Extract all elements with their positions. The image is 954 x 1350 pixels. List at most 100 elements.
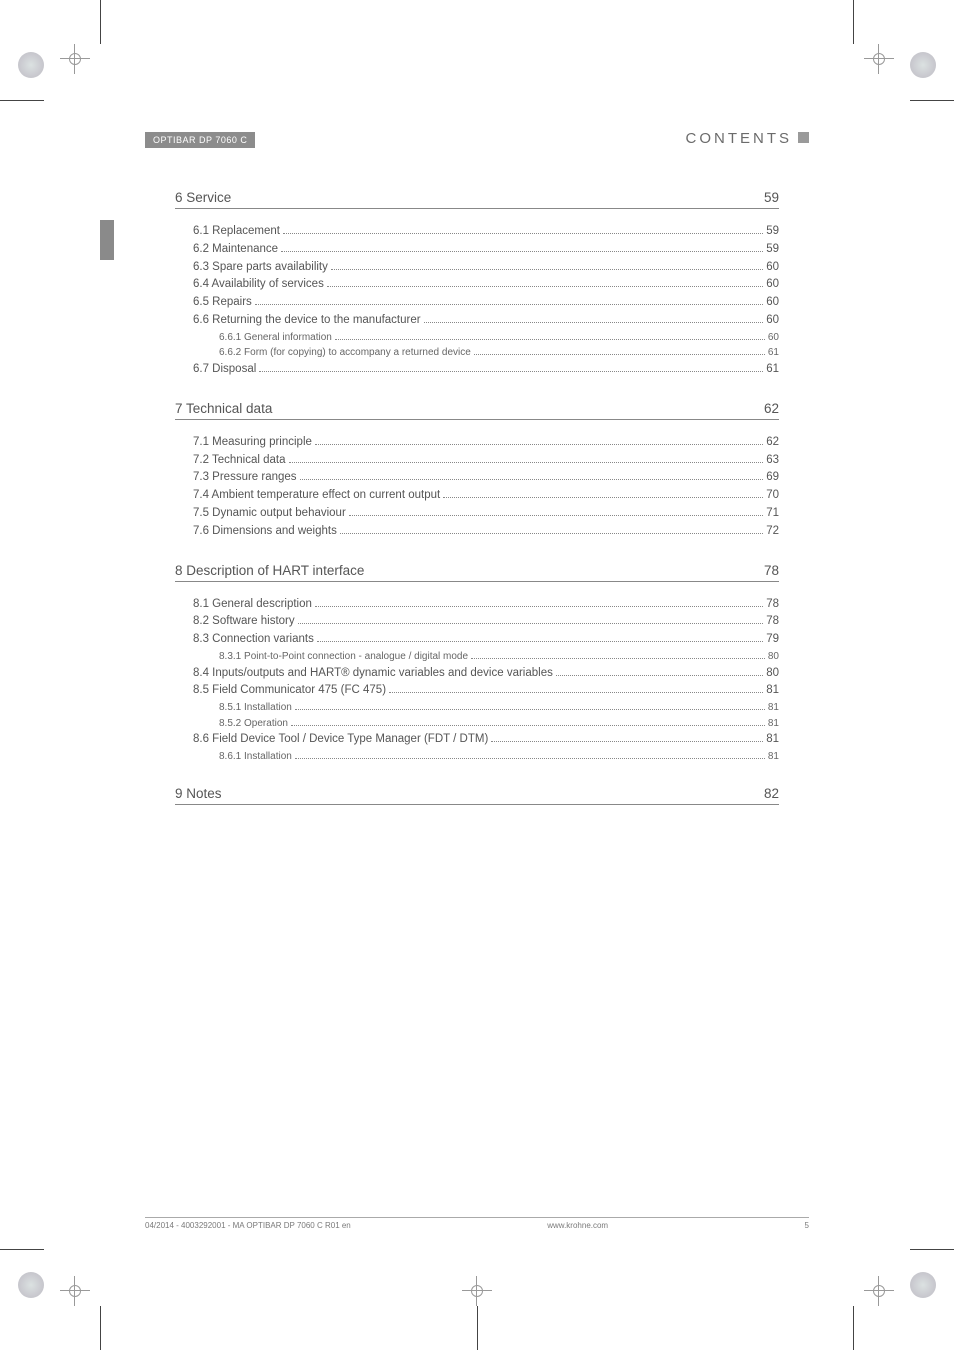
- toc-section-head: 9 Notes 82: [175, 786, 779, 805]
- toc-entry: 6.6 Returning the device to the manufact…: [175, 312, 779, 330]
- toc-leader-dots: [295, 703, 765, 710]
- toc-section-page: 82: [764, 786, 779, 801]
- toc-entry-label: 8.5 Field Communicator 475 (FC 475): [193, 682, 386, 700]
- toc-entry-label: 8.5.2 Operation: [219, 716, 288, 732]
- toc-entry: 7.3 Pressure ranges69: [175, 469, 779, 487]
- crop-mark: [100, 1306, 101, 1350]
- toc-entry: 8.5.1 Installation 81: [175, 700, 779, 716]
- toc-entry: 6.2 Maintenance 59: [175, 241, 779, 259]
- crop-mark: [910, 100, 954, 101]
- toc-entry: 8.5 Field Communicator 475 (FC 475)81: [175, 682, 779, 700]
- toc-entry-page: 81: [768, 700, 779, 716]
- toc-leader-dots: [474, 348, 765, 355]
- toc-leader-dots: [556, 667, 763, 675]
- toc-entry: 8.5.2 Operation81: [175, 716, 779, 732]
- toc-entry-label: 7.4 Ambient temperature effect on curren…: [193, 487, 440, 505]
- toc-leader-dots: [327, 279, 763, 287]
- crop-mark: [910, 1249, 954, 1250]
- toc-entry-label: 6.6.2 Form (for copying) to accompany a …: [219, 345, 471, 361]
- toc-entry-page: 60: [766, 276, 779, 294]
- toc-entry-page: 60: [766, 294, 779, 312]
- toc-leader-dots: [340, 526, 763, 534]
- toc-entry: 6.6.2 Form (for copying) to accompany a …: [175, 345, 779, 361]
- crop-mark: [0, 1249, 44, 1250]
- toc-leader-dots: [298, 616, 764, 624]
- toc-leader-dots: [291, 719, 765, 726]
- toc-leader-dots: [300, 472, 764, 480]
- toc-entry-label: 8.2 Software history: [193, 613, 295, 631]
- toc-entry-label: 7.5 Dynamic output behaviour: [193, 505, 346, 523]
- toc-entry: 7.6 Dimensions and weights 72: [175, 523, 779, 541]
- toc-leader-dots: [349, 508, 763, 516]
- toc-entry: 8.4 Inputs/outputs and HART® dynamic var…: [175, 665, 779, 683]
- crop-mark: [477, 1306, 478, 1350]
- toc-entry-page: 59: [766, 241, 779, 259]
- toc-leader-dots: [317, 634, 763, 642]
- footer-left: 04/2014 - 4003292001 - MA OPTIBAR DP 706…: [145, 1221, 351, 1230]
- toc-entry: 8.3 Connection variants79: [175, 631, 779, 649]
- footer-center: www.krohne.com: [547, 1221, 608, 1230]
- crop-mark: [0, 100, 44, 101]
- toc-leader-dots: [331, 262, 763, 270]
- toc-leader-dots: [315, 437, 763, 445]
- reg-mark-icon: [910, 52, 936, 78]
- toc-entry-page: 81: [766, 731, 779, 749]
- toc-entry-page: 72: [766, 523, 779, 541]
- toc-entry-page: 71: [766, 505, 779, 523]
- crop-mark: [853, 1306, 854, 1350]
- toc-entry-label: 8.6 Field Device Tool / Device Type Mana…: [193, 731, 488, 749]
- toc-entry-label: 6.6 Returning the device to the manufact…: [193, 312, 421, 330]
- toc-leader-dots: [315, 599, 763, 607]
- toc-entry: 8.6.1 Installation81: [175, 749, 779, 765]
- crosshair-icon: [60, 1276, 90, 1306]
- crop-mark: [100, 0, 101, 44]
- toc-entry-page: 80: [768, 649, 779, 665]
- toc-entry-label: 7.6 Dimensions and weights: [193, 523, 337, 541]
- toc-section-page: 62: [764, 401, 779, 416]
- toc-entry-page: 61: [768, 345, 779, 361]
- toc-entry-label: 6.7 Disposal: [193, 361, 256, 379]
- toc-entry-page: 60: [766, 259, 779, 277]
- reg-mark-icon: [910, 1272, 936, 1298]
- toc-entry-label: 7.1 Measuring principle: [193, 434, 312, 452]
- toc-leader-dots: [289, 454, 764, 462]
- toc-entry-label: 8.1 General description: [193, 596, 312, 614]
- toc-entry: 8.3.1 Point-to-Point connection - analog…: [175, 649, 779, 665]
- toc-leader-dots: [295, 752, 765, 759]
- toc-entry-label: 8.5.1 Installation: [219, 700, 292, 716]
- toc-leader-dots: [491, 734, 763, 742]
- toc-entry: 6.4 Availability of services60: [175, 276, 779, 294]
- trim-bar: [100, 220, 114, 260]
- toc-leader-dots: [283, 226, 763, 234]
- page-footer: 04/2014 - 4003292001 - MA OPTIBAR DP 706…: [145, 1217, 809, 1230]
- contents-title: CONTENTS: [686, 130, 810, 147]
- crop-mark: [853, 0, 854, 44]
- toc-entry: 6.5 Repairs 60: [175, 294, 779, 312]
- toc-entry: 8.1 General description78: [175, 596, 779, 614]
- toc-entry-page: 63: [766, 452, 779, 470]
- product-pill: OPTIBAR DP 7060 C: [145, 132, 255, 148]
- footer-right: 5: [805, 1221, 809, 1230]
- toc-entry-page: 59: [766, 223, 779, 241]
- toc-section-page: 78: [764, 563, 779, 578]
- toc-entry-label: 6.5 Repairs: [193, 294, 252, 312]
- toc-entry: 7.5 Dynamic output behaviour 71: [175, 505, 779, 523]
- toc-entry-page: 61: [766, 361, 779, 379]
- toc-section-title: 8 Description of HART interface: [175, 563, 364, 578]
- reg-mark-icon: [18, 52, 44, 78]
- toc-entry-label: 6.2 Maintenance: [193, 241, 278, 259]
- toc-leader-dots: [443, 490, 763, 498]
- toc-leader-dots: [389, 685, 763, 693]
- toc-entry: 7.4 Ambient temperature effect on curren…: [175, 487, 779, 505]
- toc-section-title: 9 Notes: [175, 786, 222, 801]
- toc-entry-label: 8.3 Connection variants: [193, 631, 314, 649]
- toc-entry-page: 60: [768, 330, 779, 346]
- toc-entry-page: 78: [766, 613, 779, 631]
- toc-section-title: 6 Service: [175, 190, 231, 205]
- toc-section-page: 59: [764, 190, 779, 205]
- toc-entry-label: 6.6.1 General information: [219, 330, 332, 346]
- toc-entry: 6.7 Disposal 61: [175, 361, 779, 379]
- toc-entry-page: 80: [766, 665, 779, 683]
- toc-section-head: 7 Technical data62: [175, 401, 779, 420]
- toc-leader-dots: [424, 315, 764, 323]
